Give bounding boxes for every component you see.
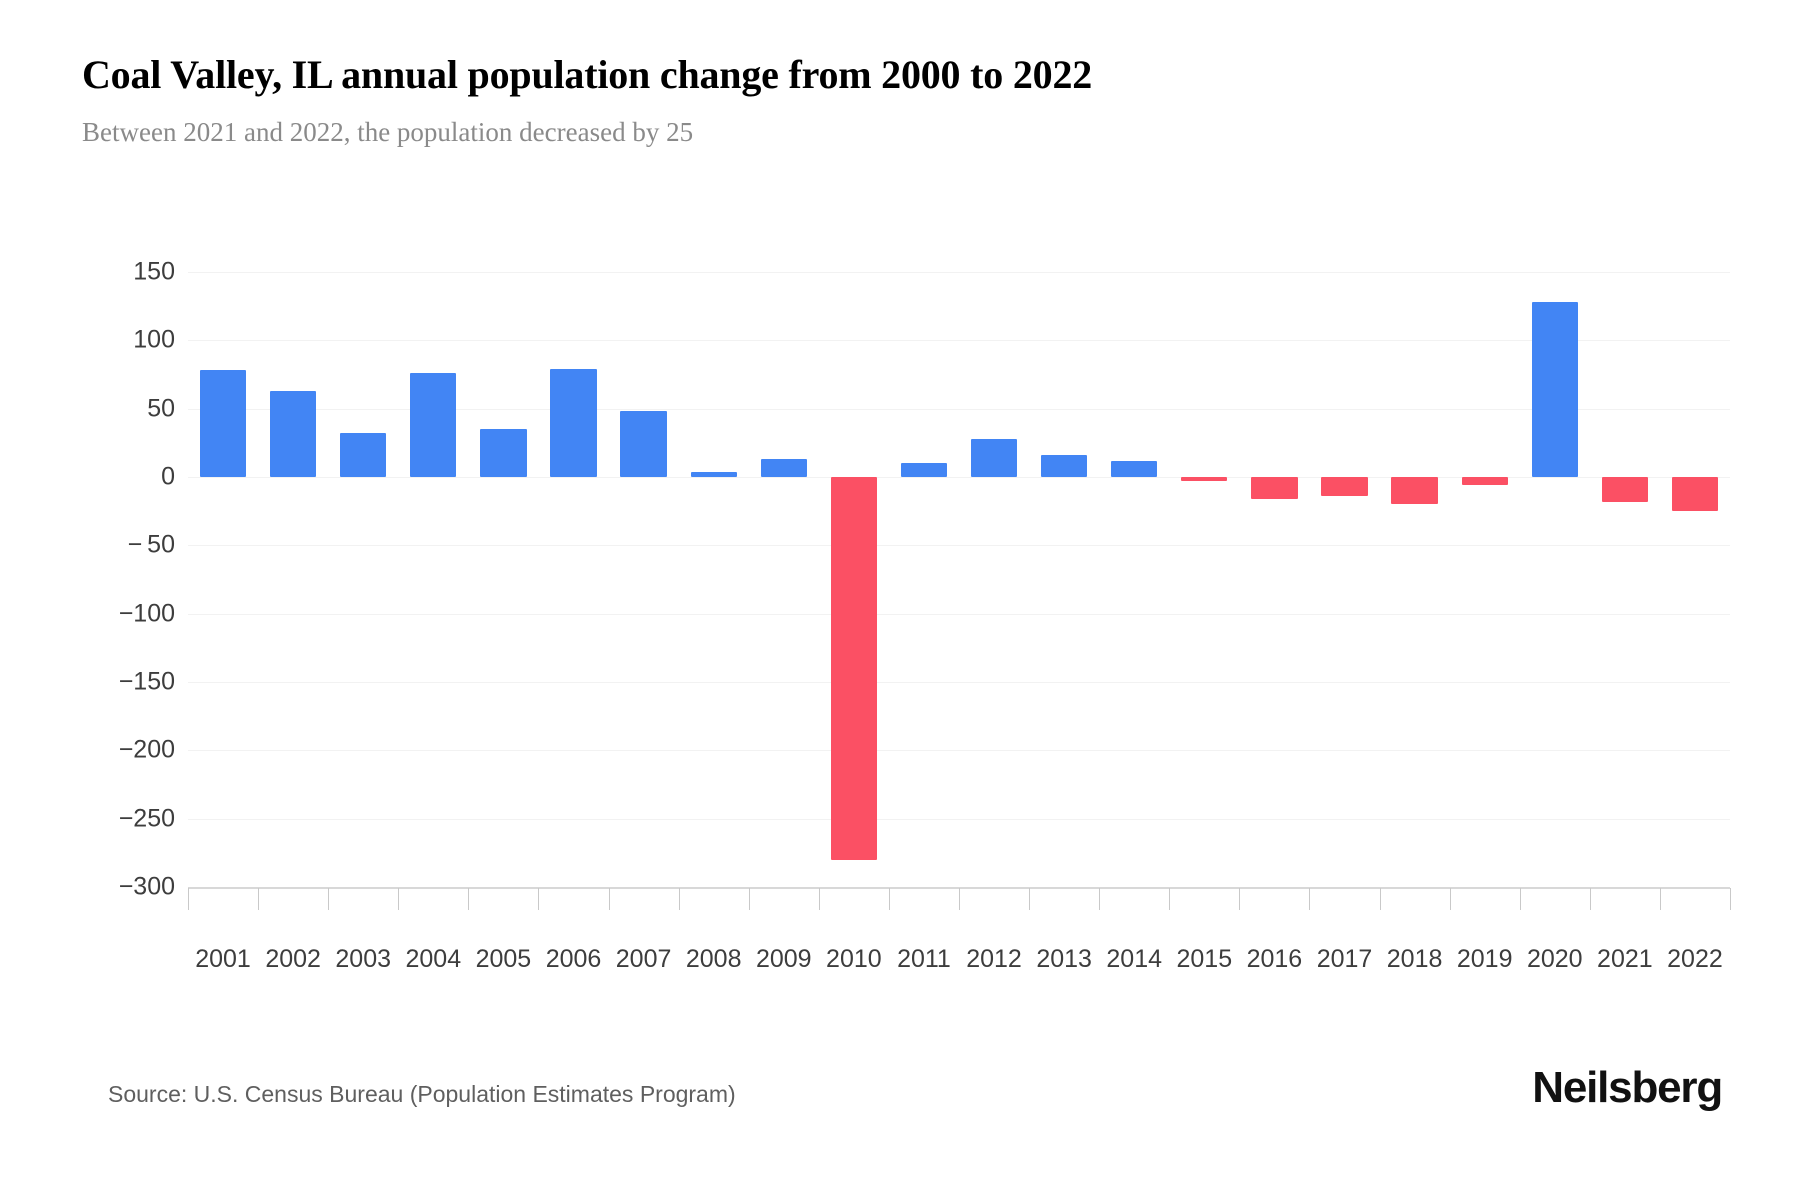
y-axis-tick-label: 0 [161,462,175,491]
x-axis-tick-label: 2004 [405,945,462,973]
x-axis-tick-mark [188,888,189,910]
chart-header: Coal Valley, IL annual population change… [82,52,1722,148]
x-axis-tick-mark [959,888,960,910]
x-axis-tick-label: 2008 [685,945,742,973]
gridline [188,408,1730,410]
x-axis-tick-label: 2003 [335,945,392,973]
y-axis-tick-label: −100 [118,599,175,628]
x-axis-tick-mark [1379,888,1381,910]
x-axis-tick-mark [538,888,540,910]
x-axis-tick-label: 2006 [545,945,602,973]
bar-2008[interactable] [690,471,737,477]
x-axis-tick-mark [1589,888,1591,910]
y-axis-tick-label: −250 [118,804,175,833]
bar-2007[interactable] [620,411,667,477]
x-axis-tick-label: 2013 [1036,945,1092,973]
bar-2001[interactable] [199,370,247,477]
x-axis-tick-label: 2002 [265,945,321,973]
x-axis-tick-label: 2018 [1386,945,1443,973]
bar-2010[interactable] [830,477,877,860]
bar-2016[interactable] [1251,477,1298,499]
source-note: Source: U.S. Census Bureau (Population E… [108,1081,736,1107]
bar-2009[interactable] [760,459,807,477]
bar-2019[interactable] [1461,477,1508,486]
bar-2004[interactable] [410,373,457,477]
bar-2021[interactable] [1601,477,1648,502]
gridline [188,477,1730,478]
x-axis-tick-label: 2022 [1667,945,1723,973]
x-axis-tick-label: 2012 [966,945,1022,973]
bar-2014[interactable] [1111,460,1158,477]
y-axis-tick-label: − 50 [127,530,175,559]
x-axis-tick-mark [888,888,890,910]
x-axis-tick-label: 2001 [195,945,251,973]
y-axis-tick-label: −200 [118,735,175,764]
bar-2015[interactable] [1181,477,1228,482]
bar-2005[interactable] [480,429,527,477]
x-axis-tick-label: 2007 [615,945,672,973]
bar-2018[interactable] [1391,477,1438,505]
gridline [188,818,1730,820]
x-axis-tick-mark [1029,888,1031,910]
gridline [188,682,1730,683]
bar-2006[interactable] [550,369,597,477]
x-axis-tick-mark [1659,888,1661,910]
gridline [188,272,1730,273]
x-axis-tick-mark [468,888,470,910]
gridline [188,613,1730,615]
page-title: Coal Valley, IL annual population change… [82,52,1093,97]
x-axis-tick-label: 2015 [1176,945,1233,973]
x-axis-tick-label: 2005 [475,945,532,973]
x-axis-tick-mark [1309,888,1311,910]
bar-2020[interactable] [1531,302,1578,477]
x-axis-tick-mark [608,888,610,910]
bar-2022[interactable] [1671,477,1719,512]
x-axis-tick-mark [1449,888,1451,910]
bar-2011[interactable] [900,463,948,477]
x-axis-tick-mark [1169,888,1171,910]
x-axis-tick-mark [328,888,330,910]
x-axis-tick-label: 2017 [1316,945,1373,973]
y-axis-tick-label: 50 [147,394,175,423]
x-axis-tick-label: 2016 [1246,945,1303,973]
y-axis-tick-label: −300 [118,872,175,901]
x-axis-tick-label: 2021 [1597,945,1653,973]
x-axis-tick-mark [1730,888,1731,910]
bar-2013[interactable] [1041,455,1088,477]
chart-subtitle: Between 2021 and 2022, the population de… [82,117,694,147]
y-axis-tick-label: 150 [133,257,175,286]
x-axis-tick-mark [678,888,680,910]
x-axis-tick-mark [818,888,820,910]
x-axis-tick-mark [1239,888,1241,910]
gridline [188,545,1730,547]
y-axis-tick-label: 100 [133,325,175,354]
bar-2017[interactable] [1321,477,1368,497]
x-axis-tick-label: 2011 [897,945,951,973]
x-axis-tick-label: 2020 [1526,945,1583,973]
x-axis-tick-label: 2010 [826,945,882,973]
gridline [188,340,1730,342]
gridline [188,750,1730,752]
x-axis-tick-mark [258,888,260,910]
bar-2003[interactable] [340,433,387,477]
bar-2012[interactable] [970,438,1018,477]
x-axis-tick-mark [748,888,750,910]
x-axis-tick-label: 2019 [1456,945,1513,973]
x-axis-tick-mark [398,888,400,910]
x-axis-tick-label: 2014 [1106,945,1163,973]
brand-logo: Neilsberg [1532,1063,1723,1112]
x-axis-tick-label: 2009 [755,945,812,973]
x-axis-tick-mark [1519,888,1521,910]
x-axis-tick-mark [1099,888,1101,910]
bar-2002[interactable] [270,390,317,477]
y-axis-tick-label: −150 [118,667,175,696]
